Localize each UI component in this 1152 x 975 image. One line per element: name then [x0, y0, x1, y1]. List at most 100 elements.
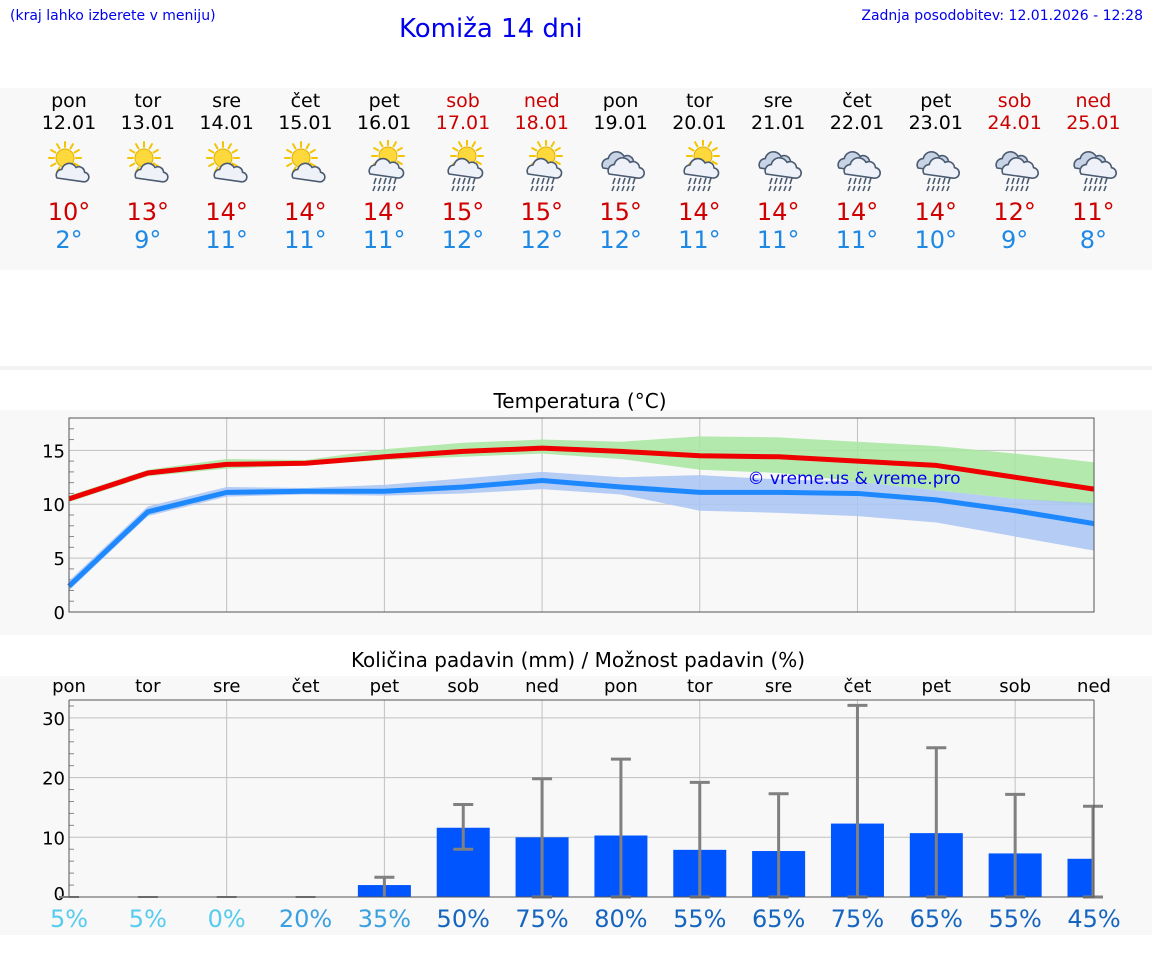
y-tick-label: 30 — [42, 709, 65, 730]
y-tick-label: 0 — [54, 884, 65, 905]
min-temp: 11° — [284, 226, 327, 254]
day-date: 24.01 — [987, 112, 1042, 134]
max-temp: 15° — [599, 198, 642, 226]
precip-probability: 5% — [50, 905, 88, 933]
precip-probability: 35% — [358, 905, 411, 933]
daily-forecast-strip: pon 12.01 10° 2° tor 13.01 13° 9° sre 14.01 14° 11°… — [0, 88, 1152, 270]
max-temp: 15° — [441, 198, 485, 226]
cloud-rain-icon — [758, 151, 803, 192]
category-label: ned — [525, 676, 559, 697]
day-name: tor — [685, 90, 713, 112]
y-tick-label: 10 — [42, 495, 65, 516]
day-name: ned — [523, 90, 560, 112]
watermark: © vreme.us & vreme.pro — [747, 469, 960, 489]
sun-cloud-icon — [48, 141, 90, 183]
min-temp: 2° — [55, 226, 83, 254]
cloud-rain-icon — [600, 151, 645, 192]
min-temp: 11° — [678, 226, 721, 254]
max-temp: 13° — [126, 198, 170, 226]
y-tick-label: 10 — [42, 828, 65, 849]
day-date: 22.01 — [829, 112, 885, 134]
max-temp: 10° — [47, 198, 91, 226]
cloud-rain-icon — [1073, 151, 1118, 192]
sun-cloud-icon — [126, 141, 169, 183]
day-name: pon — [51, 90, 87, 112]
max-temp: 14° — [914, 198, 958, 226]
cloud-rain-icon — [916, 151, 960, 192]
sun-cloud-icon — [205, 141, 248, 183]
precip-probability: 75% — [515, 905, 568, 933]
temperature-chart: Temperatura (°C) 0 5 10 15 © vreme.us & vreme… — [42, 389, 1095, 624]
category-label: sob — [999, 676, 1031, 697]
day-date: 18.01 — [514, 112, 569, 134]
sun-rain-icon — [526, 140, 563, 192]
min-temp: 11° — [205, 226, 248, 254]
precip-probability: 80% — [594, 905, 647, 933]
day-date: 13.01 — [120, 112, 175, 134]
precip-probability: 20% — [279, 905, 332, 933]
max-temp: 14° — [756, 198, 800, 226]
day-name: sob — [446, 90, 480, 112]
category-label: čet — [292, 676, 320, 697]
min-temp: 11° — [835, 226, 879, 254]
sun-rain-icon — [368, 140, 406, 192]
max-temp-line — [68, 445, 1095, 502]
category-label: sre — [213, 676, 240, 697]
precip-bar — [1067, 858, 1094, 897]
day-name: čet — [290, 90, 321, 112]
section-divider — [0, 366, 1152, 370]
page-title: Komiža 14 dni — [399, 14, 583, 44]
min-temp: 8° — [1079, 226, 1108, 254]
category-label: pon — [604, 676, 638, 697]
day-name: tor — [134, 90, 162, 112]
category-label: čet — [843, 676, 871, 697]
max-range-band — [69, 436, 1094, 507]
sun-cloud-icon — [284, 141, 327, 183]
day-date: 25.01 — [1066, 112, 1121, 134]
category-label: pet — [922, 676, 952, 697]
max-temp: 15° — [520, 198, 564, 226]
min-temp: 10° — [914, 226, 958, 254]
category-label: sob — [447, 676, 479, 697]
precip-probability: 5% — [129, 905, 167, 933]
day-date: 21.01 — [750, 112, 806, 134]
day-date: 14.01 — [199, 112, 254, 134]
day-date: 17.01 — [435, 112, 491, 134]
max-temp: 11° — [1072, 198, 1115, 226]
min-temp: 9° — [1000, 226, 1029, 254]
min-temp: 11° — [362, 226, 406, 254]
day-name: pon — [602, 90, 639, 112]
min-temp: 12° — [599, 226, 642, 254]
last-updated: Zadnja posodobitev: 12.01.2026 - 12:28 — [861, 8, 1143, 24]
max-temp: 12° — [993, 198, 1036, 226]
max-temp: 14° — [205, 198, 248, 226]
day-date: 15.01 — [278, 112, 333, 134]
y-tick-label: 20 — [42, 769, 65, 790]
precip-probability: 65% — [910, 905, 963, 933]
precip-probability: 75% — [831, 905, 884, 933]
day-name: sre — [763, 90, 793, 112]
day-name: čet — [842, 90, 872, 112]
max-temp: 14° — [284, 198, 327, 226]
day-name: ned — [1075, 90, 1112, 112]
sun-rain-icon — [683, 140, 721, 192]
day-name: sob — [997, 90, 1032, 112]
day-date: 23.01 — [908, 112, 963, 134]
cloud-rain-icon — [994, 151, 1039, 192]
y-tick-label: 0 — [54, 603, 65, 624]
precip-probability: 0% — [208, 905, 246, 933]
min-temp: 9° — [134, 226, 162, 254]
sun-rain-icon — [447, 140, 484, 192]
min-temp-line — [67, 478, 1095, 588]
min-temp: 11° — [756, 226, 800, 254]
category-label: sre — [765, 676, 792, 697]
day-name: pet — [920, 90, 952, 112]
day-date: 20.01 — [672, 112, 727, 134]
precip-probability: 55% — [988, 905, 1041, 933]
category-label: tor — [687, 676, 713, 697]
temperature-title: Temperatura (°C) — [492, 389, 666, 413]
location-hint: (kraj lahko izberete v meniju) — [10, 8, 216, 24]
precip-probability: 45% — [1067, 905, 1120, 933]
category-label: ned — [1077, 676, 1111, 697]
precipitation-title: Količina padavin (mm) / Možnost padavin … — [351, 648, 805, 672]
